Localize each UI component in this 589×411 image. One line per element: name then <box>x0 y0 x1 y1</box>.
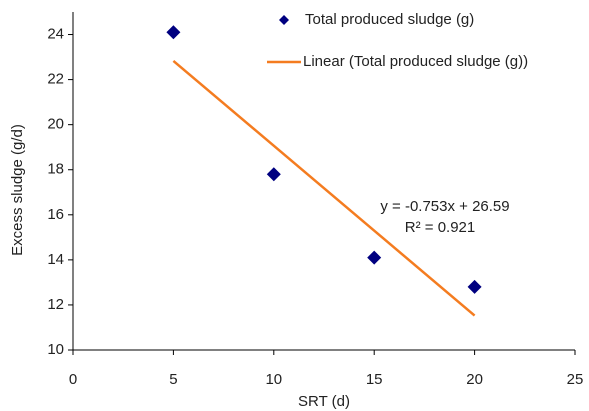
legend-label: Total produced sludge (g) <box>305 11 474 28</box>
y-tick-label: 12 <box>47 296 64 313</box>
trendline <box>172 59 476 317</box>
y-tick-label: 22 <box>47 71 64 88</box>
y-tick-label: 10 <box>47 341 64 358</box>
y-axis-label: Excess sludge (g/d) <box>9 124 26 256</box>
legend-label: Linear (Total produced sludge (g)) <box>303 53 528 70</box>
y-tick-label: 24 <box>47 26 64 43</box>
data-point <box>367 250 382 265</box>
x-tick-label: 5 <box>169 371 177 388</box>
data-point <box>467 279 482 294</box>
y-tick-label: 18 <box>47 161 64 178</box>
trendline-equation: y = -0.753x + 26.59 <box>380 198 509 215</box>
y-tick-label: 16 <box>47 206 64 223</box>
y-tick-label: 14 <box>47 251 64 268</box>
x-tick-label: 10 <box>265 371 282 388</box>
x-tick-label: 15 <box>366 371 383 388</box>
x-tick-label: 25 <box>567 371 584 388</box>
y-tick-label: 20 <box>47 116 64 133</box>
x-axis-label: SRT (d) <box>298 393 350 410</box>
legend-marker <box>279 15 289 25</box>
data-point <box>166 25 181 40</box>
data-point <box>266 167 281 182</box>
x-tick-label: 20 <box>466 371 483 388</box>
trendline-r2: R² = 0.921 <box>405 219 475 236</box>
x-tick-label: 0 <box>69 371 77 388</box>
